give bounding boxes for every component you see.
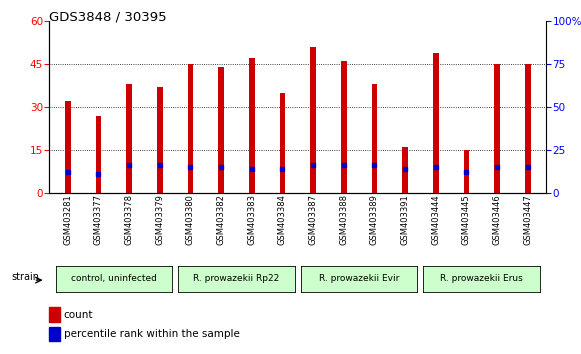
- Bar: [525, 64, 530, 193]
- Bar: [279, 93, 285, 193]
- FancyBboxPatch shape: [49, 307, 60, 322]
- Point: [186, 164, 195, 170]
- Bar: [464, 150, 469, 193]
- Text: R. prowazekii Evir: R. prowazekii Evir: [319, 274, 399, 283]
- Bar: [218, 67, 224, 193]
- Point: [217, 164, 226, 170]
- Point: [63, 170, 73, 175]
- Bar: [249, 58, 254, 193]
- Bar: [157, 87, 163, 193]
- Point: [339, 162, 349, 168]
- Point: [462, 170, 471, 175]
- Point: [309, 162, 318, 168]
- Point: [431, 164, 440, 170]
- Text: R. prowazekii Rp22: R. prowazekii Rp22: [193, 274, 279, 283]
- Point: [493, 164, 502, 170]
- Point: [370, 162, 379, 168]
- Text: GDS3848 / 30395: GDS3848 / 30395: [49, 11, 167, 24]
- Bar: [126, 84, 132, 193]
- Bar: [310, 47, 316, 193]
- Bar: [341, 61, 346, 193]
- Text: strain: strain: [12, 273, 40, 282]
- Point: [278, 166, 287, 172]
- Point: [523, 164, 532, 170]
- Point: [247, 166, 256, 172]
- Point: [400, 166, 410, 172]
- FancyBboxPatch shape: [49, 327, 60, 341]
- Bar: [372, 84, 377, 193]
- Bar: [188, 64, 193, 193]
- Bar: [65, 101, 70, 193]
- Point: [94, 171, 103, 177]
- Point: [155, 162, 164, 168]
- Text: control, uninfected: control, uninfected: [71, 274, 157, 283]
- Point: [124, 162, 134, 168]
- Bar: [402, 147, 408, 193]
- Text: percentile rank within the sample: percentile rank within the sample: [64, 330, 239, 339]
- Bar: [433, 53, 439, 193]
- Bar: [494, 64, 500, 193]
- Bar: [96, 116, 101, 193]
- Text: R. prowazekii Erus: R. prowazekii Erus: [440, 274, 523, 283]
- Text: count: count: [64, 310, 94, 320]
